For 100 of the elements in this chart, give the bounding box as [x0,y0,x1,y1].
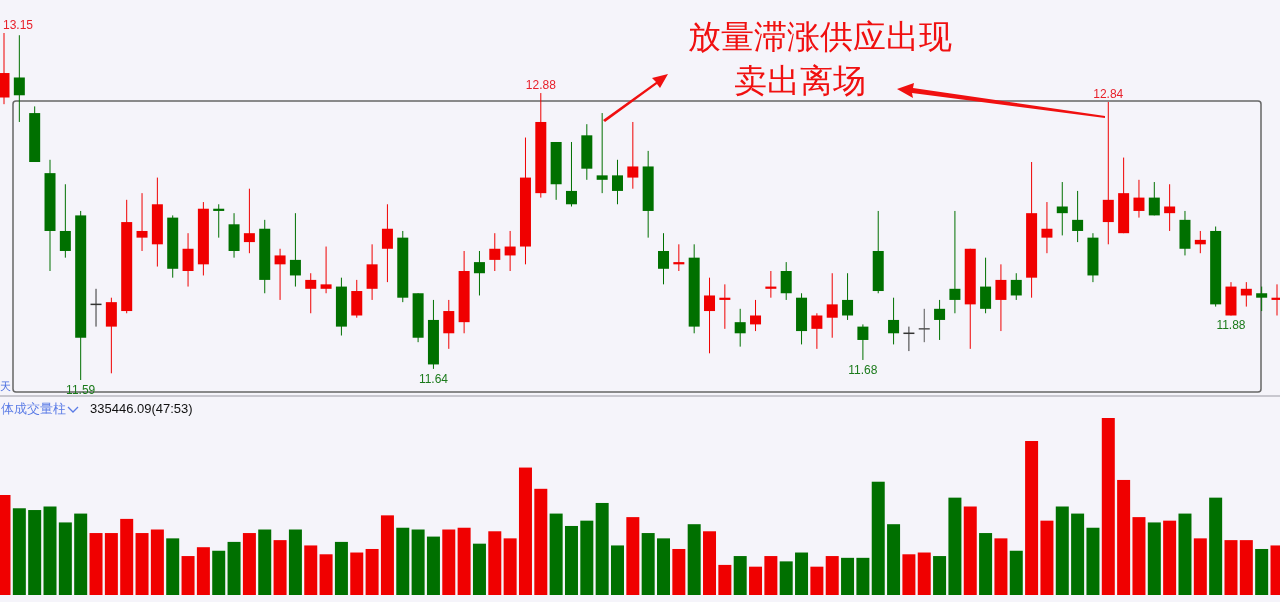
bar [979,533,993,595]
candlestick [811,312,823,350]
bar [703,531,717,595]
bar [396,527,410,595]
annotation: 11.64 [418,371,449,386]
bar [641,533,655,595]
bar [856,557,870,595]
bar [841,557,855,595]
bar [135,533,149,595]
bar [1009,550,1023,595]
candlestick [750,299,762,332]
bar [319,554,333,595]
candlestick [596,112,608,194]
candlestick [289,212,301,288]
bar [426,536,440,595]
bar [1071,513,1085,595]
bar [350,552,364,595]
candlestick [765,270,777,299]
candlestick [734,308,746,348]
candlestick [305,272,317,314]
bar [733,556,747,595]
bar [610,545,624,595]
text: 335446.09(47:53) [90,401,193,416]
candlestick [213,203,225,239]
bar [994,538,1008,595]
bar [933,556,947,595]
bar [12,508,26,595]
bar [1025,441,1039,595]
bar [166,538,180,595]
bar [657,538,671,595]
annotation: 12.84 [1093,86,1124,101]
bar [258,529,272,595]
bar [457,527,471,595]
candlestick [673,243,685,272]
candlestick [704,277,716,354]
candlestick [1256,286,1268,312]
candlestick [504,230,516,272]
candlestick [611,159,623,205]
bar [1086,527,1100,595]
candlestick [980,257,992,314]
candlestick [995,263,1007,332]
annotation: 放量滞涨供应出现 [688,18,952,55]
bar [150,529,164,595]
bar [1132,517,1146,595]
annotation: 11.68 [848,362,878,377]
candlestick [243,188,255,254]
bar [672,548,686,595]
candlestick [59,183,71,259]
bar [273,540,287,595]
candlestick [1041,201,1053,254]
bar [1147,522,1161,595]
bar [472,543,486,595]
bar [825,556,839,595]
bar [28,510,42,595]
bar [1163,520,1177,595]
candlestick [1133,179,1145,219]
bar [242,533,256,595]
bar [1193,538,1207,595]
bar [549,513,563,595]
bar [764,556,778,595]
bar [564,525,578,595]
text: 体成交量柱 [1,401,66,416]
candlestick [934,299,946,341]
bar [288,529,302,595]
bar [948,497,962,595]
bar [442,529,456,595]
bar [902,554,916,595]
bar [212,550,226,595]
bar [304,545,318,595]
bar [181,556,195,595]
bar [1040,520,1054,595]
candlestick [1194,230,1206,254]
bar [43,506,57,595]
bar [518,467,532,595]
candlestick [320,246,332,294]
bar [1209,497,1223,595]
candlestick [13,34,25,123]
bar [1117,479,1131,595]
candlestick [1102,101,1114,245]
bar [917,552,931,595]
bar [196,547,210,595]
candlestick [381,203,393,283]
bar [380,515,394,595]
candlestick [826,272,838,339]
annotation: 13.15 [2,18,34,32]
bar [334,541,348,595]
bar [963,506,977,595]
bar [503,538,517,595]
candlestick [1148,181,1160,216]
candlestick [780,261,792,301]
bar [749,566,763,595]
bar [74,513,88,595]
bar [626,517,640,595]
candlestick [719,283,731,330]
candlestick [857,323,869,361]
candlestick [1072,190,1084,243]
candlestick [627,121,639,190]
candlestick [182,232,194,288]
candlestick [1056,181,1068,236]
bar [871,481,885,595]
